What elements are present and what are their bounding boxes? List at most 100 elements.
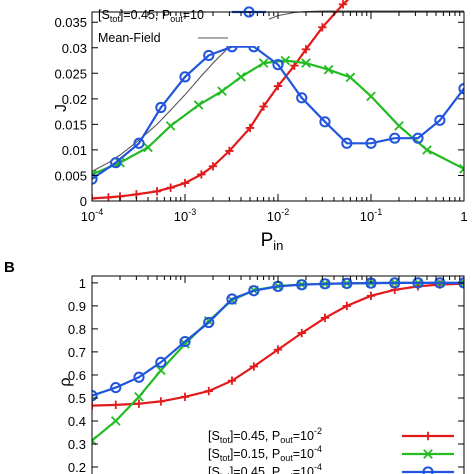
- data-point: [259, 102, 268, 111]
- y-tick-label: 0.01: [62, 143, 87, 158]
- y-tick-label: 0.03: [62, 41, 87, 56]
- data-point: [104, 193, 113, 201]
- series-line: [92, 45, 464, 180]
- data-point: [110, 157, 122, 169]
- data-point: [208, 162, 218, 171]
- data-point: [301, 45, 311, 54]
- data-point: [301, 58, 311, 68]
- y-tick-label: 0.015: [54, 117, 87, 132]
- x-axis-label: Pin: [261, 230, 284, 253]
- y-tick-label: 0.9: [68, 299, 86, 314]
- data-point: [296, 92, 308, 104]
- data-point: [134, 399, 144, 408]
- data-point: [193, 100, 204, 110]
- data-point: [434, 277, 446, 289]
- data-point: [133, 371, 145, 383]
- series-3: [92, 41, 464, 185]
- series-2: [92, 55, 464, 180]
- data-point: [296, 279, 308, 291]
- panel-b-chart: B [Stot]=0.45, Pout=10-2[Stot]=0.15, Pout…: [4, 259, 465, 474]
- data-point: [227, 376, 237, 385]
- y-tick-label: 0: [80, 194, 87, 209]
- legend-marker: [423, 431, 433, 441]
- x-tick-label: 1: [460, 209, 467, 224]
- data-point: [341, 137, 353, 149]
- meanfield-label: Mean-Field: [98, 31, 161, 45]
- series-1: [92, 0, 350, 201]
- y-tick-label: 0.5: [68, 391, 86, 406]
- legend-entry: [Stot]=0.45, Pout=10-4: [208, 462, 322, 474]
- data-point: [459, 163, 464, 174]
- panel-a-chart: [Stot]=0.45, Pout=10Mean-Field00.0050.01…: [53, 0, 468, 253]
- legend-box: [206, 420, 462, 474]
- data-point: [217, 86, 227, 97]
- data-point: [236, 72, 246, 82]
- panel-label: B: [4, 259, 15, 276]
- x-tick-label: 10-4: [81, 207, 103, 224]
- data-point: [365, 137, 377, 149]
- data-point: [111, 400, 120, 410]
- data-point: [156, 365, 166, 376]
- series-line: [92, 281, 464, 442]
- legend-entry: [Stot]=0.15, Pout=10-4: [208, 444, 322, 463]
- data-point: [179, 71, 191, 83]
- data-point: [345, 72, 356, 83]
- series-line: [92, 281, 464, 397]
- data-point: [133, 137, 145, 149]
- y-tick-label: 0.035: [54, 15, 87, 30]
- x-tick-label: 10-3: [174, 207, 196, 224]
- legend-entry: [Stot]=0.45, Pout=10-2: [208, 426, 322, 445]
- y-tick-label: 1: [79, 276, 86, 291]
- data-point: [166, 183, 175, 192]
- data-point: [318, 23, 327, 32]
- data-point: [203, 49, 215, 62]
- series-line: [92, 59, 464, 176]
- data-point: [389, 132, 401, 144]
- data-point: [273, 345, 283, 354]
- data-point: [92, 194, 97, 201]
- legend-marker: [422, 466, 434, 474]
- x-tick-label: 10-2: [267, 207, 289, 224]
- data-point: [110, 416, 121, 426]
- data-point: [319, 278, 331, 290]
- data-point: [323, 64, 334, 75]
- data-point: [203, 316, 215, 329]
- y-tick-label: 0.4: [68, 414, 86, 429]
- data-point: [155, 356, 167, 368]
- data-point: [143, 142, 153, 153]
- y-tick-label: 0.2: [68, 460, 86, 474]
- y-tick-label: 0.025: [54, 66, 87, 81]
- legend-marker: [423, 449, 433, 459]
- data-point: [180, 392, 190, 402]
- data-point: [204, 386, 213, 396]
- data-point: [422, 145, 432, 155]
- data-point: [338, 0, 348, 9]
- data-point: [366, 91, 376, 102]
- legend-box: [94, 0, 269, 46]
- data-point: [155, 101, 167, 114]
- data-point: [258, 58, 269, 68]
- data-point: [320, 313, 330, 323]
- data-point: [412, 132, 424, 144]
- y-tick-label: 0.6: [68, 368, 86, 383]
- series-1: [92, 278, 464, 446]
- y-tick-label: 0.005: [54, 168, 87, 183]
- y-tick-label: 0.7: [68, 345, 86, 360]
- data-point: [180, 339, 190, 349]
- data-point: [180, 178, 190, 188]
- data-point: [225, 146, 234, 156]
- data-point: [156, 397, 166, 406]
- y-axis-label: ρ: [57, 377, 74, 386]
- data-point: [165, 121, 176, 131]
- data-point: [412, 277, 424, 289]
- data-point: [92, 435, 97, 446]
- data-point: [394, 121, 404, 131]
- data-point: [272, 59, 284, 71]
- data-point: [110, 382, 122, 394]
- data-point: [389, 277, 401, 289]
- data-point: [249, 362, 259, 371]
- x-tick-label: 10-1: [360, 207, 382, 224]
- data-point: [290, 61, 299, 70]
- data-point: [197, 170, 206, 179]
